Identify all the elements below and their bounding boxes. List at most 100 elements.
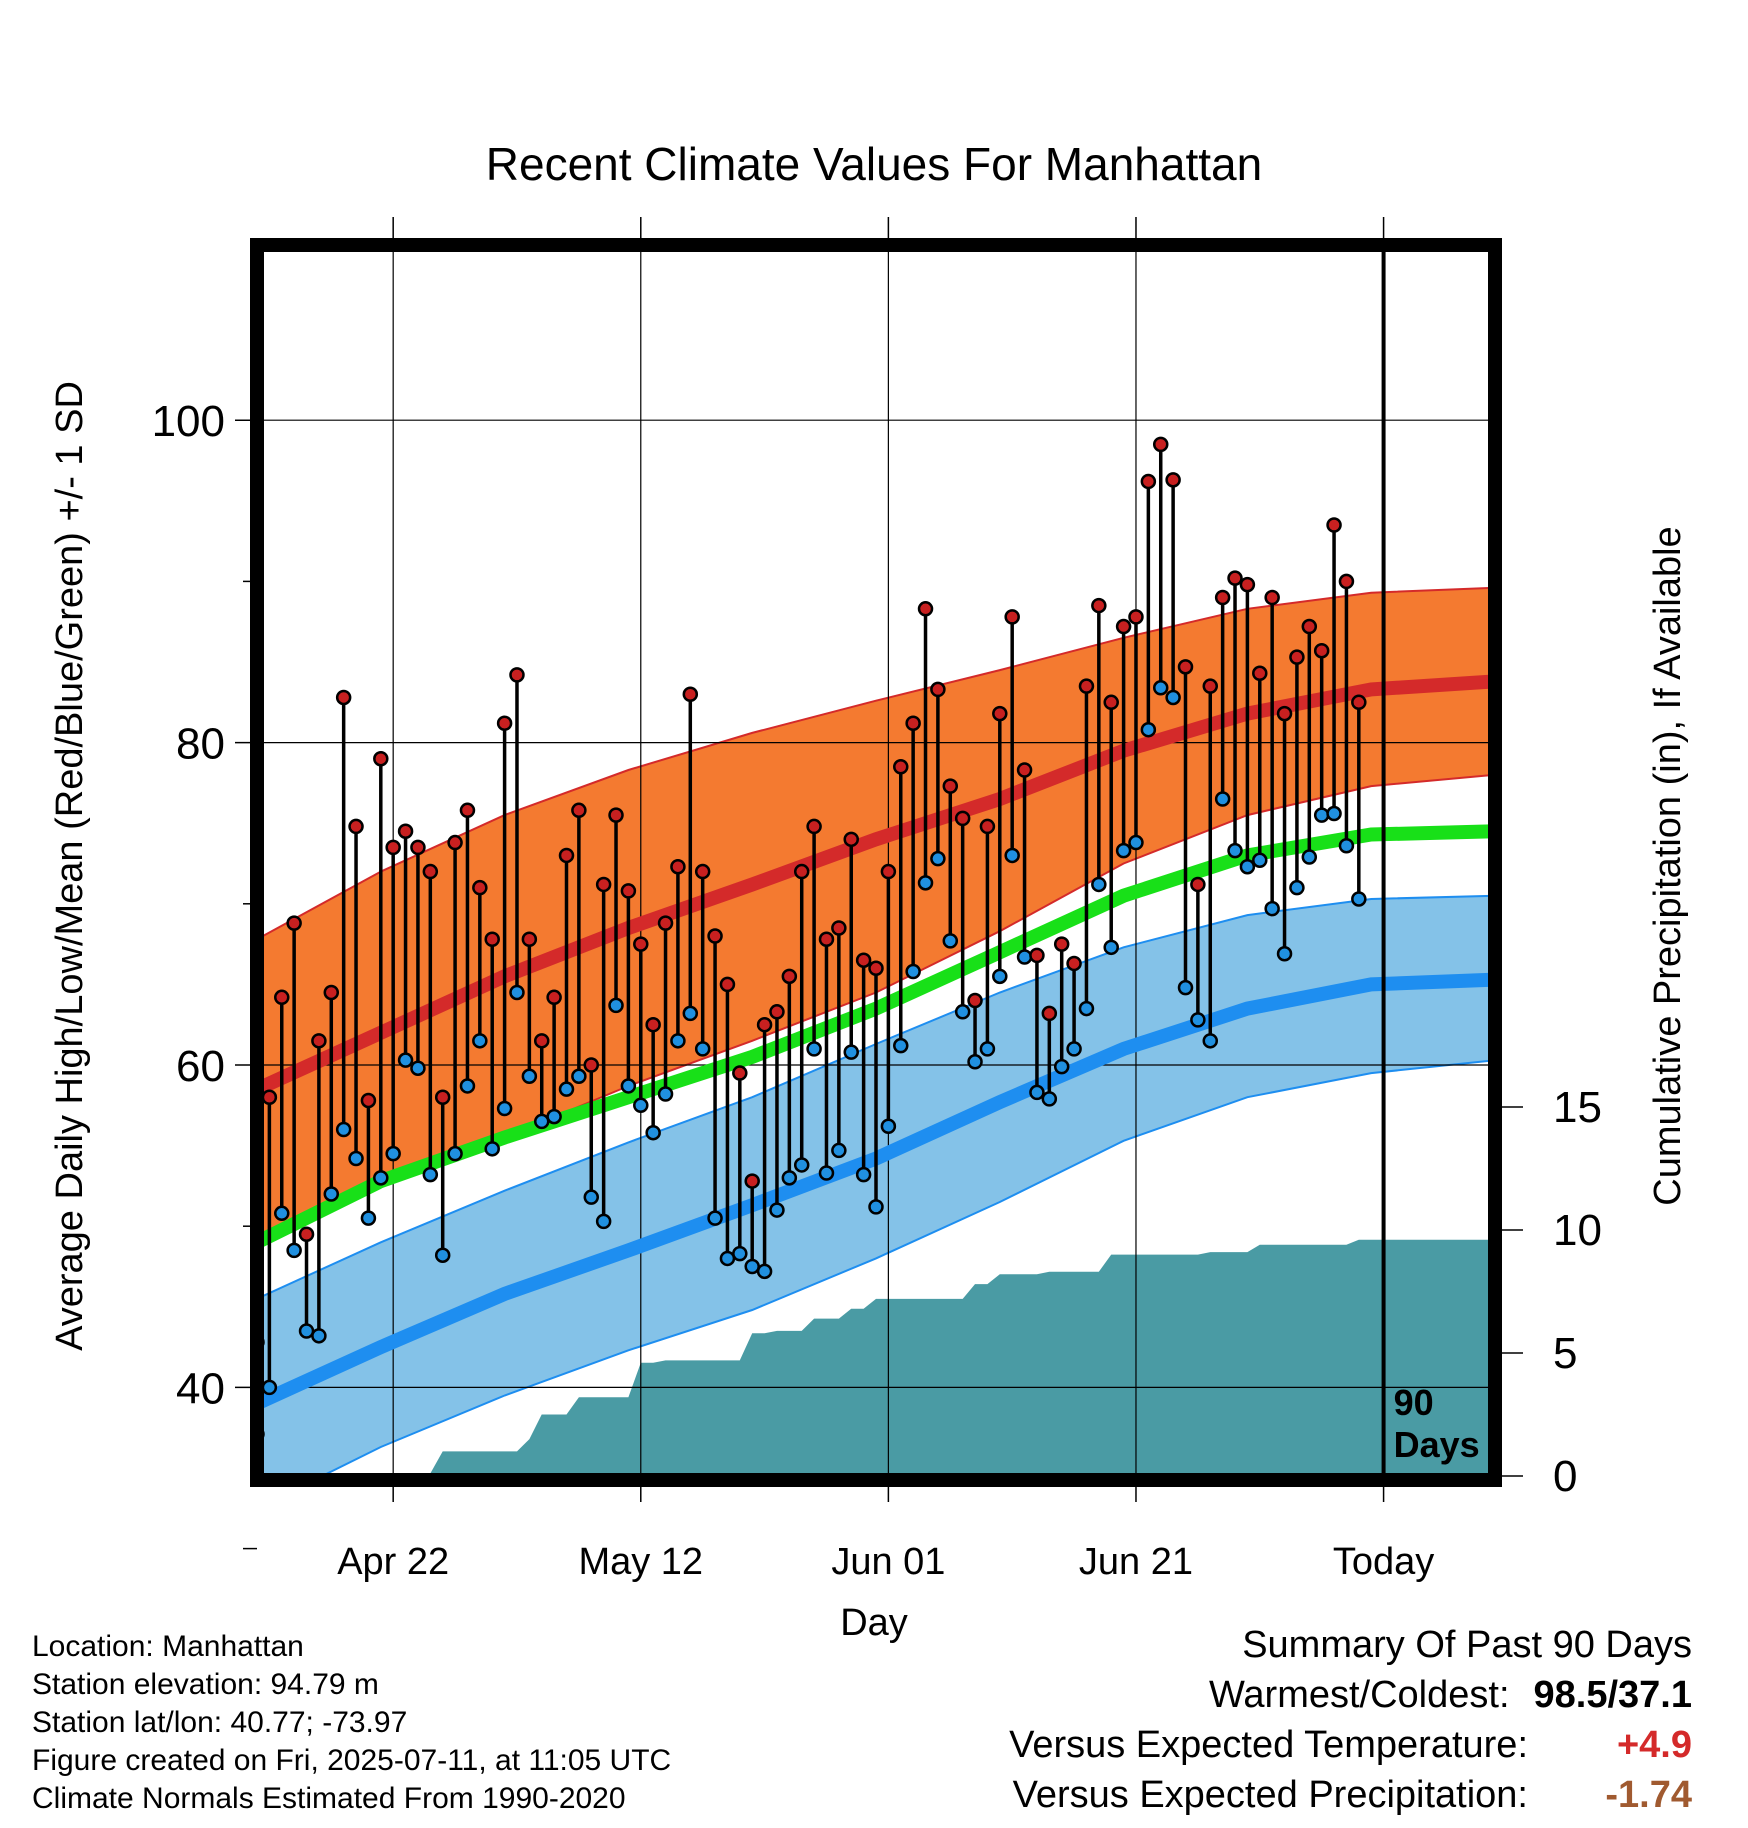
daily-low-point — [1190, 1012, 1206, 1028]
y-axis-label: Average Daily High/Low/Mean (Red/Blue/Gr… — [49, 381, 91, 1351]
daily-high-point — [583, 1057, 600, 1073]
normals-text: Climate Normals Estimated From 1990-2020 — [32, 1782, 626, 1815]
daily-high-point — [348, 818, 364, 835]
x-tick-label: Today — [1333, 1541, 1434, 1583]
created-text: Figure created on Fri, 2025-07-11, at 11… — [32, 1744, 672, 1777]
daily-high-point — [979, 818, 996, 835]
daily-high-point — [868, 960, 884, 977]
high-normal-line — [257, 674, 1495, 1096]
y2-tick-label: 15 — [1553, 1083, 1602, 1132]
daily-low-point — [1103, 939, 1119, 956]
daily-low-point — [732, 1245, 748, 1262]
daily-high-point — [410, 839, 426, 856]
daily-high-point — [880, 863, 897, 880]
daily-high-point — [707, 928, 723, 944]
daily-high-point — [1016, 762, 1033, 778]
plot-inner — [257, 0, 1495, 1476]
precipitation-area — [257, 1239, 1495, 1476]
daily-high-point — [1301, 618, 1318, 635]
daily-high-point — [1152, 436, 1169, 453]
daily-low-point — [1165, 689, 1181, 706]
daily-low-point — [831, 1142, 847, 1159]
daily-low-point — [707, 1210, 723, 1226]
daily-low-point — [855, 1166, 872, 1183]
daily-low-point — [360, 1210, 377, 1226]
daily-low-point — [1066, 1041, 1082, 1057]
daily-low-point — [447, 1145, 463, 1162]
daily-high-point — [261, 1089, 278, 1105]
daily-high-point — [1289, 649, 1305, 665]
x-tick-label: Apr 22 — [337, 1541, 449, 1583]
daily-high-point — [769, 1004, 785, 1020]
precip-anomaly-value: -1.74 — [1605, 1774, 1692, 1816]
daily-high-point — [1091, 597, 1107, 614]
location-text: Location: Manhattan — [32, 1630, 304, 1663]
daily-high-point — [645, 1016, 661, 1033]
daily-high-point — [818, 931, 835, 948]
daily-low-point — [917, 875, 934, 891]
daily-low-point — [1140, 721, 1157, 738]
daily-high-point — [1264, 589, 1280, 606]
daily-low-point — [633, 1097, 649, 1114]
daily-low-point — [645, 1124, 661, 1141]
daily-low-point — [793, 1157, 810, 1173]
daily-low-point — [893, 1037, 909, 1054]
daily-high-point — [311, 1033, 327, 1049]
daily-high-point — [756, 1016, 773, 1033]
daily-low-point — [1239, 858, 1256, 875]
daily-low-point — [373, 1170, 389, 1186]
daily-low-point — [1276, 946, 1293, 962]
daily-high-point — [942, 778, 959, 794]
temp-anomaly-label: Versus Expected Temperature: — [1009, 1724, 1528, 1766]
daily-low-point — [1227, 842, 1243, 859]
daily-low-point — [1289, 879, 1305, 896]
daily-low-point — [1041, 1091, 1058, 1107]
daily-high-point — [521, 931, 538, 948]
temp-anomaly-value: +4.9 — [1616, 1724, 1692, 1766]
daily-high-point — [1276, 705, 1293, 722]
daily-low-point — [298, 1323, 315, 1339]
daily-high-point — [335, 689, 352, 706]
daily-high-point — [1066, 955, 1082, 972]
daily-high-point — [930, 681, 946, 698]
daily-high-point — [373, 750, 389, 767]
daily-low-point — [1152, 680, 1169, 696]
y-tick-label: 60 — [176, 1042, 225, 1091]
x-tick-label: Jun 01 — [831, 1541, 945, 1583]
precip-anomaly-row: Versus Expected Precipitation: -1.74 — [1009, 1770, 1692, 1820]
daily-low-point — [348, 1150, 364, 1167]
daily-low-point — [1004, 847, 1020, 864]
daily-high-point — [843, 831, 859, 848]
daily-high-point — [1004, 609, 1020, 625]
daily-high-point — [298, 1226, 315, 1243]
daily-low-point — [1029, 1084, 1045, 1101]
plot-frame — [250, 238, 1502, 1487]
daily-high-point — [1252, 665, 1268, 682]
y-tick-label: 100 — [152, 397, 225, 446]
daily-high-point — [1227, 570, 1243, 586]
daily-low-point — [1338, 838, 1355, 854]
daily-low-point — [274, 1205, 290, 1222]
summary-panel: Summary Of Past 90 Days Warmest/Coldest:… — [1009, 1620, 1692, 1820]
daily-high-point — [472, 879, 488, 896]
daily-low-point — [422, 1166, 439, 1183]
daily-high-point — [422, 863, 439, 880]
daily-low-point — [719, 1250, 736, 1267]
daily-low-point — [1214, 791, 1231, 807]
daily-high-point — [1103, 694, 1119, 711]
daily-high-point — [1202, 678, 1219, 694]
daily-low-point — [583, 1189, 600, 1205]
daily-low-point — [261, 1379, 278, 1396]
daily-low-point — [657, 1086, 674, 1102]
daily-high-point — [1326, 517, 1342, 533]
daily-high-point — [917, 601, 934, 617]
daily-low-point — [397, 1052, 414, 1068]
daily-low-point — [806, 1041, 822, 1057]
daily-high-point — [286, 915, 302, 931]
daily-high-point — [1115, 618, 1132, 635]
daily-low-point — [571, 1068, 587, 1085]
daily-high-point — [1365, 0, 1378, 7]
daily-low-point — [942, 933, 959, 949]
daily-high-point — [1351, 694, 1367, 711]
